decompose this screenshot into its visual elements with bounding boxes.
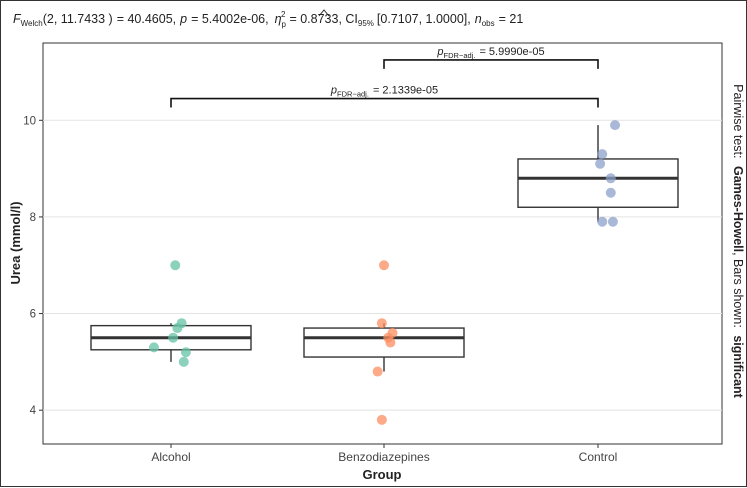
- x-axis-ticks: Alcohol Benzodiazepines Control: [151, 444, 617, 464]
- data-point: [372, 366, 383, 377]
- stat-value: = 40.4605,: [117, 12, 176, 26]
- comparison-p-subscript: FDR−adj.: [337, 90, 369, 99]
- data-point: [148, 342, 159, 353]
- comparison-p-value: = 5.9990e-05: [479, 46, 544, 58]
- comparison-p-value: = 2.1339e-05: [373, 85, 438, 97]
- data-point: [597, 149, 608, 160]
- comparison-p-symbol: p: [330, 85, 337, 97]
- p-value: = 5.4002e-06,: [191, 12, 269, 26]
- data-point: [168, 332, 179, 343]
- caption-test: Games-Howell: [731, 166, 745, 252]
- data-point: [607, 216, 618, 227]
- comparison-bracket: [170, 97, 599, 108]
- effect-value: = 0.8733, CI: [289, 12, 357, 26]
- pairwise-caption: Pairwise test: Games-Howell, Bars shown:…: [731, 84, 745, 398]
- stat-df: (2, 11.7433 ): [43, 12, 113, 26]
- comparison-label: pFDR−adj. = 2.1339e-05: [330, 85, 438, 99]
- n-symbol: n: [475, 12, 482, 26]
- comparison-label: pFDR−adj. = 5.9990e-05: [436, 46, 544, 60]
- data-point: [172, 323, 183, 334]
- caption-shown: significant: [731, 335, 745, 398]
- box-iqr: [517, 158, 679, 208]
- comparison-p-subscript: FDR−adj.: [444, 51, 476, 60]
- data-point: [597, 216, 608, 227]
- x-tick-label: Benzodiazepines: [338, 450, 429, 464]
- y-tick-label: 4: [30, 405, 37, 417]
- data-point: [595, 158, 606, 169]
- data-point: [610, 120, 621, 131]
- data-point: [180, 347, 191, 358]
- y-tick-label: 6: [30, 309, 36, 321]
- stat-subscript: Welch: [21, 19, 43, 28]
- data-point: [376, 318, 387, 329]
- x-tick-label: Alcohol: [151, 450, 190, 464]
- y-tick-label: 8: [30, 212, 36, 224]
- comparison-p-symbol: p: [436, 46, 443, 58]
- x-axis-title: Group: [363, 467, 402, 482]
- grid-lines: [43, 119, 722, 411]
- caption-middle: , Bars shown:: [731, 252, 745, 331]
- effect-symbol: η: [275, 12, 282, 26]
- n-subscript: obs: [482, 19, 495, 28]
- effect-subscript: p: [282, 20, 287, 29]
- y-axis-ticks: 4 6 8 10: [23, 115, 43, 417]
- data-point: [379, 260, 389, 271]
- data-point: [605, 187, 616, 198]
- ci-subscript: 95%: [358, 19, 374, 28]
- ci-value: [0.7107, 1.0000],: [377, 12, 471, 26]
- x-tick-label: Control: [579, 450, 618, 464]
- point-series: [148, 120, 621, 425]
- effect-hat-mark: [318, 9, 330, 17]
- comparison-bracket: [383, 59, 599, 69]
- effect-superscript: 2: [281, 10, 286, 19]
- data-point: [170, 260, 181, 271]
- y-axis-title: Urea (mmol/l): [8, 201, 23, 284]
- n-value: = 21: [499, 12, 524, 26]
- data-point: [376, 414, 387, 425]
- data-point: [605, 173, 616, 184]
- p-symbol: p: [179, 12, 187, 26]
- data-point: [178, 356, 189, 367]
- stat-symbol: F: [13, 12, 22, 26]
- y-tick-label: 10: [23, 115, 36, 127]
- stats-subtitle: FWelch(2, 11.7433 ) = 40.4605, p = 5.4002e-…: [13, 10, 523, 29]
- caption-prefix: Pairwise test:: [731, 84, 745, 162]
- data-point: [385, 337, 396, 348]
- box-iqr: [303, 327, 465, 358]
- plot-panel: [42, 42, 723, 445]
